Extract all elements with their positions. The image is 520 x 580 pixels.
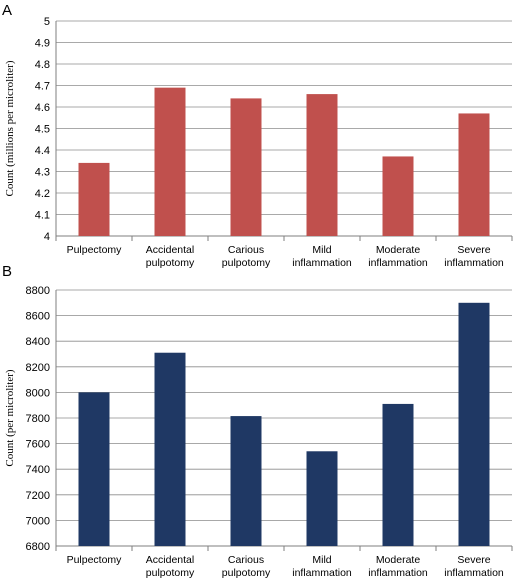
category-label: Pulpectomy [67, 554, 123, 566]
bar [154, 352, 186, 546]
y-tick-label: 7800 [26, 413, 50, 425]
y-tick-label: 5 [44, 16, 50, 28]
bar [382, 403, 414, 546]
panel-label: A [2, 2, 12, 19]
category-label: Accidental pulpotomy [146, 244, 195, 269]
y-tick-label: 4.2 [35, 188, 50, 200]
y-tick-label: 4.5 [35, 124, 50, 136]
category-label: Moderate inflammation [368, 554, 428, 579]
category-label: Moderate inflammation [368, 244, 428, 269]
y-tick-label: 7200 [26, 490, 50, 502]
bar [78, 392, 110, 546]
bar [230, 416, 262, 546]
y-axis-title: Count (per microliter) [4, 369, 16, 466]
category-label: Pulpectomy [67, 244, 123, 256]
y-axis-title: Count (millions per microliter) [4, 60, 16, 196]
y-tick-label: 8200 [26, 362, 50, 374]
y-tick-label: 4.6 [35, 102, 50, 114]
bar [154, 87, 186, 237]
y-tick-label: 4 [44, 231, 50, 243]
y-tick-label: 4.1 [35, 210, 50, 222]
y-tick-label: 4.4 [35, 145, 50, 157]
bar [306, 451, 338, 546]
category-label: Mild inflammation [292, 554, 352, 579]
category-label: Accidental pulpotomy [146, 554, 195, 579]
y-tick-label: 4.7 [35, 81, 50, 93]
bar [382, 156, 414, 236]
panel-label: B [2, 263, 12, 280]
y-tick-label: 8000 [26, 387, 50, 399]
y-tick-label: 8800 [26, 285, 50, 297]
category-label: Carious pulpotomy [222, 244, 271, 269]
panel-a: A 4 4.1 4.2 4.3 4.4 4.5 4.6 4.7 4.8 4.9 5 Pulpectomy… [2, 2, 513, 269]
bar [458, 113, 490, 236]
category-label: Carious pulpotomy [222, 554, 271, 579]
y-tick-label: 7600 [26, 439, 50, 451]
bar [78, 162, 110, 236]
panel-b: B 6800 7000 7200 7400 7600 7800 8000 8200 8400 860… [2, 263, 513, 579]
y-tick-label: 6800 [26, 541, 50, 553]
bar [458, 302, 490, 546]
y-tick-label: 4.9 [35, 38, 50, 50]
y-tick-label: 8400 [26, 336, 50, 348]
bar [230, 98, 262, 237]
y-tick-label: 8600 [26, 311, 50, 323]
y-tick-label: 7400 [26, 464, 50, 476]
y-tick-label: 4.8 [35, 59, 50, 71]
y-tick-label: 4.3 [35, 167, 50, 179]
category-label: Mild inflammation [292, 244, 352, 269]
category-label: Severe inflammation [444, 554, 504, 579]
category-label: Severe inflammation [444, 244, 504, 269]
y-tick-label: 7000 [26, 515, 50, 527]
bar [306, 94, 338, 236]
